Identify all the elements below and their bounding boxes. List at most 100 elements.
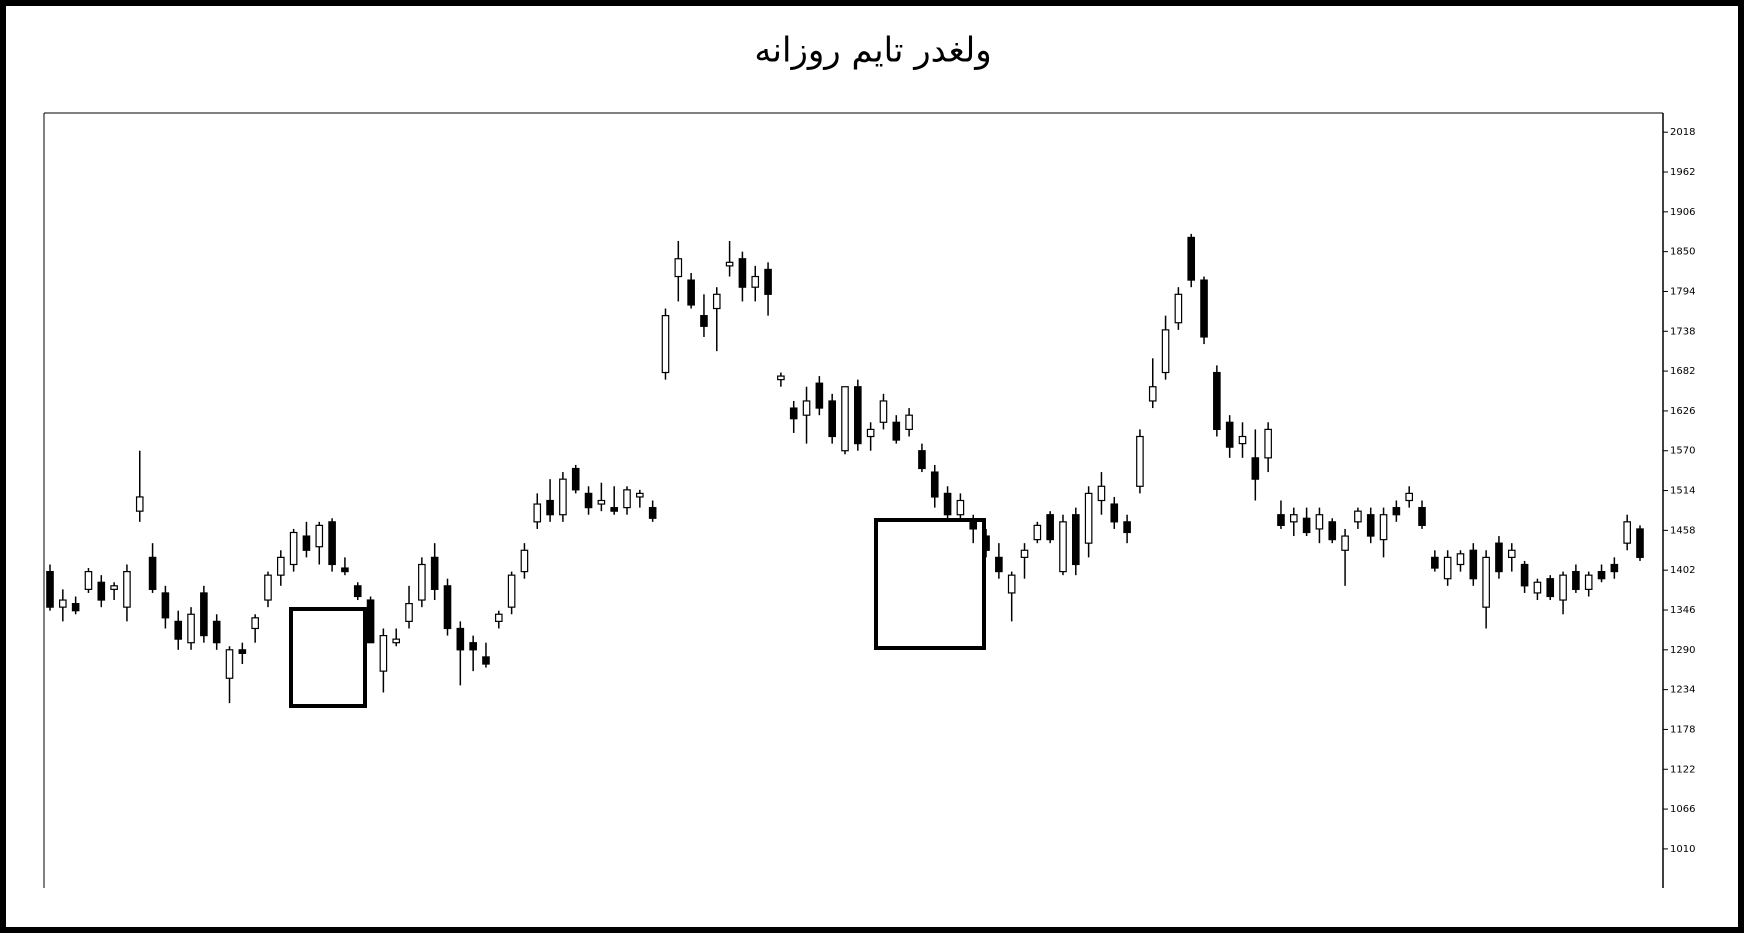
candle-body: [1033, 524, 1042, 541]
candle-body: [930, 471, 939, 498]
candle-body: [1341, 535, 1349, 551]
candle-body: [1020, 549, 1029, 558]
candle-body: [1456, 553, 1465, 566]
candle-body: [1264, 428, 1272, 459]
y-tick-label: 1122: [1670, 764, 1695, 775]
candle-body: [328, 521, 336, 566]
candle-body: [1431, 556, 1439, 569]
candle-body: [174, 620, 183, 640]
candle-body: [571, 467, 580, 491]
candle-body: [277, 556, 285, 576]
candle-body: [110, 585, 118, 590]
candle-body: [1623, 521, 1631, 544]
candle-body: [559, 478, 567, 516]
candle-body: [1520, 563, 1529, 587]
candle-body: [1225, 421, 1234, 448]
candle-body: [1610, 563, 1619, 573]
candle-body: [854, 386, 862, 445]
candle-body: [725, 261, 734, 267]
candle-body: [1059, 521, 1067, 573]
candle-body: [1277, 514, 1285, 526]
candle-body: [1289, 514, 1298, 523]
candle-body: [1315, 514, 1324, 530]
candle-body: [905, 414, 913, 430]
candle-body: [1405, 492, 1413, 502]
y-tick-label: 1514: [1670, 486, 1695, 497]
candle-body: [1123, 521, 1131, 534]
candle-body: [1328, 521, 1337, 541]
candle-body: [700, 315, 708, 327]
candle-body: [238, 649, 247, 654]
candle-body: [661, 315, 670, 374]
candle-body: [1533, 581, 1542, 594]
candle-body: [789, 407, 798, 420]
candle-body: [1046, 514, 1054, 541]
annotation-box: [289, 607, 367, 708]
candle-body: [187, 613, 195, 644]
y-tick-label: 1290: [1670, 645, 1695, 656]
candle-body: [1084, 492, 1093, 544]
candle-body: [405, 602, 413, 622]
y-tick-label: 1850: [1670, 247, 1695, 258]
candle-body: [71, 602, 80, 612]
candle-body: [1187, 236, 1196, 281]
candle-body: [456, 627, 465, 651]
candle-body: [802, 400, 811, 416]
candle-body: [1597, 571, 1606, 580]
candle-body: [546, 499, 554, 516]
candle-body: [315, 524, 324, 548]
y-tick-label: 2018: [1670, 127, 1695, 138]
candle-body: [751, 275, 760, 288]
candle-body: [648, 507, 657, 519]
candle-body: [1174, 293, 1183, 324]
chart-title: ولغدر تایم روزانه: [754, 31, 991, 71]
y-tick-label: 1346: [1670, 605, 1695, 616]
candle-body: [225, 649, 234, 679]
candle-body: [1072, 514, 1080, 566]
candle-body: [969, 521, 978, 530]
y-tick-label: 1234: [1670, 685, 1695, 696]
candle-body: [1110, 503, 1119, 523]
candle-body: [59, 599, 67, 608]
candle-body: [1495, 542, 1503, 573]
candle-body: [956, 499, 965, 516]
candle-body: [341, 567, 349, 573]
candle-body: [84, 571, 93, 590]
candle-body: [123, 571, 131, 608]
candle-body: [1443, 556, 1452, 580]
candle-body: [918, 450, 926, 470]
candle-body: [1366, 514, 1375, 537]
y-tick-label: 1906: [1670, 207, 1695, 218]
candle-body: [302, 535, 311, 551]
y-tick-label: 1402: [1670, 565, 1695, 576]
candle-body: [507, 574, 516, 608]
y-tick-label: 1794: [1670, 286, 1695, 297]
candle-body: [584, 492, 593, 509]
candle-body: [636, 492, 644, 498]
candle-body: [289, 531, 298, 566]
candle-body: [764, 268, 772, 295]
candle-body: [712, 293, 721, 310]
candle-body: [1136, 435, 1144, 487]
candle-body: [443, 585, 452, 630]
candle-body: [841, 386, 849, 452]
y-tick-label: 1178: [1670, 724, 1695, 735]
candle-body: [982, 535, 990, 551]
candle-body: [135, 496, 144, 512]
y-tick-label: 1570: [1670, 446, 1695, 457]
candle-body: [251, 617, 259, 630]
candle-body: [1302, 517, 1311, 534]
candle-body: [264, 574, 272, 601]
candle-body: [1238, 435, 1247, 445]
candle-body: [1148, 386, 1157, 402]
candle-body: [148, 556, 157, 590]
candle-body: [97, 581, 106, 601]
y-tick-label: 1626: [1670, 406, 1695, 417]
candle-body: [392, 638, 401, 644]
candle-body: [520, 549, 529, 573]
candle-body: [161, 592, 170, 619]
candle-body: [1572, 571, 1580, 590]
candle-body: [995, 556, 1003, 573]
